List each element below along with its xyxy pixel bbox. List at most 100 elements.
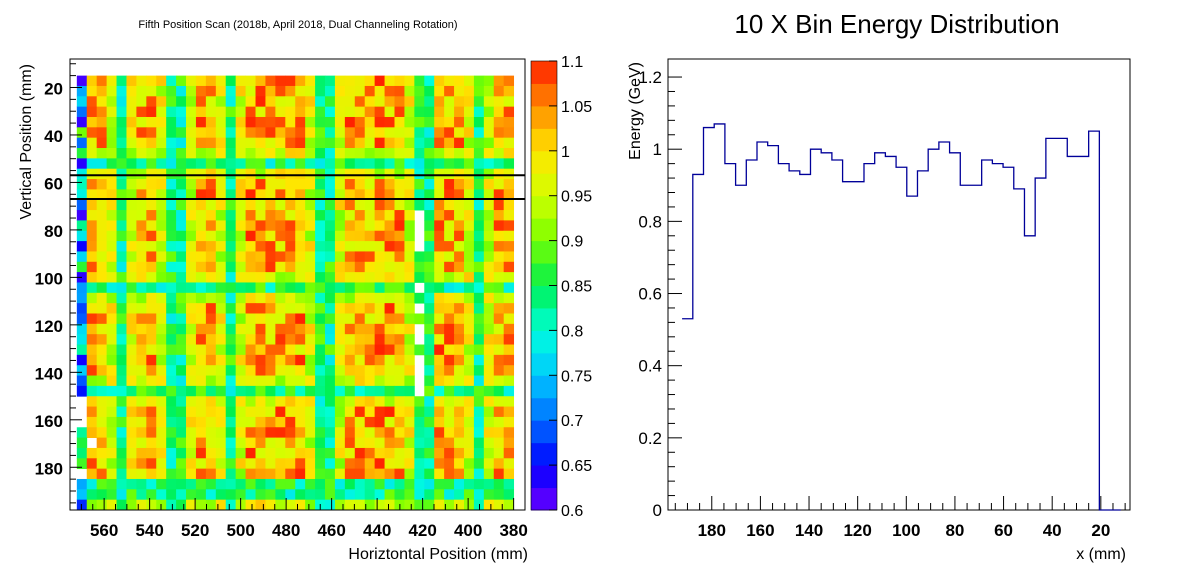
heatmap-cell: [245, 375, 256, 387]
heatmap-cell: [166, 365, 177, 376]
heatmap-cell: [315, 385, 326, 397]
heatmap-cell: [215, 437, 227, 449]
heatmap-cell: [285, 137, 296, 149]
heatmap-cell: [195, 106, 207, 118]
heatmap-cell: [136, 137, 147, 149]
heatmap-cell: [503, 272, 515, 283]
heatmap-cell: [473, 447, 485, 459]
heatmap-cell: [454, 116, 465, 128]
heatmap-cell: [205, 251, 217, 263]
heatmap-cell: [166, 396, 177, 407]
heatmap-cell: [394, 354, 405, 366]
heatmap-cell: [473, 375, 485, 387]
heatmap-cell: [255, 96, 266, 108]
heatmap-cell: [454, 148, 465, 159]
heatmap-cell: [235, 272, 246, 283]
heatmap-cell: [126, 292, 137, 304]
colorbar-swatch: [531, 420, 557, 444]
heatmap-cell: [86, 168, 98, 180]
heatmap-cell: [295, 396, 306, 407]
heatmap-cell: [215, 478, 227, 490]
heatmap-cell: [176, 75, 187, 87]
heatmap-cell: [325, 334, 336, 345]
heatmap-cell: [374, 220, 385, 232]
heatmap-cell: [285, 416, 296, 428]
heatmap-cell: [384, 344, 395, 356]
heatmap-cell: [176, 375, 187, 387]
heatmap-cell: [245, 220, 256, 232]
heatmap-cell: [265, 334, 276, 345]
heatmap-cell: [404, 499, 415, 511]
heatmap-cell: [215, 427, 227, 438]
heatmap-cell: [225, 75, 237, 87]
heatmap-cell: [215, 354, 227, 366]
heatmap-cell: [215, 75, 227, 87]
heatmap-cell: [424, 499, 435, 511]
heatmap-cell: [275, 458, 286, 470]
heatmap-cell: [444, 127, 455, 139]
heatmap-cell: [106, 478, 117, 490]
heatmap-cell: [384, 292, 395, 304]
heatmap-cell: [394, 251, 405, 263]
heatmap-cell: [86, 96, 98, 108]
heatmap-cell: [483, 468, 495, 480]
heatmap-cell: [176, 241, 187, 252]
heatmap-cell: [245, 313, 256, 325]
heatmap-cell: [235, 489, 246, 501]
heatmap-cell: [76, 261, 88, 273]
heatmap-cell: [325, 127, 336, 139]
heatmap-cell: [493, 158, 505, 170]
heatmap-cell: [483, 323, 495, 335]
heatmap-cell: [86, 241, 98, 252]
heatmap-cell: [96, 230, 108, 242]
heatmap-cell: [295, 251, 306, 263]
heatmap-cell: [166, 85, 177, 97]
heatmap-cell: [106, 261, 117, 273]
heatmap-cell: [493, 189, 505, 201]
heatmap-cell: [215, 137, 227, 149]
heatmap-cell: [434, 385, 445, 397]
heatmap-cell: [315, 137, 326, 149]
heatmap-cell: [444, 75, 455, 87]
colorbar-tick-label: 0.6: [561, 503, 583, 520]
heatmap-cell: [96, 344, 108, 356]
heatmap-cell: [166, 292, 177, 304]
heatmap-cell: [404, 75, 415, 87]
heatmap-cell: [225, 106, 237, 118]
heatmap-cell: [444, 106, 455, 118]
heatmap-cell: [156, 447, 167, 459]
heatmap-cell: [255, 106, 266, 118]
heatmap-cell: [463, 106, 475, 118]
heatmap-cell: [265, 137, 276, 149]
heatmap-cell: [325, 230, 336, 242]
heatmap-cell: [146, 199, 157, 211]
heatmap-cell: [245, 230, 256, 242]
heatmap-cell: [315, 365, 326, 376]
heatmap-cell: [434, 323, 445, 335]
heatmap-cell: [444, 292, 455, 304]
energy-x-tick-label: 40: [1043, 521, 1062, 540]
heatmap-cell: [265, 416, 276, 428]
heatmap-cell: [265, 365, 276, 376]
colorbar-tick-label: 0.75: [561, 368, 592, 385]
heatmap-cell: [404, 385, 415, 397]
energy-y-tick-label: 0: [653, 501, 662, 520]
heatmap-cell: [503, 447, 515, 459]
heatmap-cell: [364, 323, 376, 335]
heatmap-cell: [285, 334, 296, 345]
heatmap-cell: [473, 365, 485, 376]
heatmap-cell: [374, 158, 385, 170]
heatmap-cell: [245, 499, 256, 511]
heatmap-cell: [404, 106, 415, 118]
heatmap-cell: [176, 354, 187, 366]
heatmap-cell: [86, 489, 98, 501]
heatmap-cell: [146, 354, 157, 366]
heatmap-cell: [325, 106, 336, 118]
heatmap-cell: [454, 106, 465, 118]
heatmap-cell: [305, 385, 316, 397]
energy-title: 10 X Bin Energy Distribution: [734, 9, 1059, 39]
heatmap-cell: [473, 406, 485, 418]
heatmap-cell: [325, 416, 336, 428]
heatmap-cell: [295, 458, 306, 470]
